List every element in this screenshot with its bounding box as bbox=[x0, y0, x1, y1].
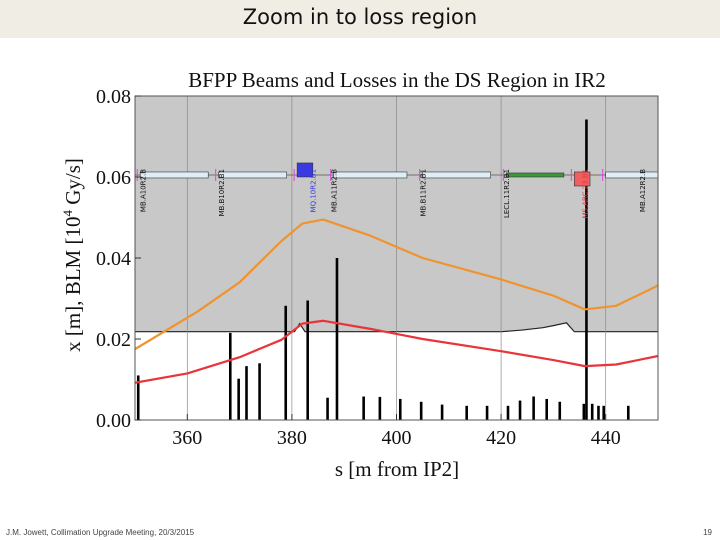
axis-ticks: 360 380 400 420 440 0.00 0.02 0.04 0.06 0.08 bbox=[96, 86, 621, 449]
beamline-element-3 bbox=[333, 171, 408, 179]
loss-bar-19 bbox=[545, 398, 549, 420]
loss-bar-16 bbox=[506, 405, 510, 420]
beamline-element-6 bbox=[574, 171, 591, 187]
beamline-element-5 bbox=[506, 172, 565, 178]
loss-bar-21 bbox=[582, 403, 586, 420]
loss-bar-9 bbox=[362, 396, 365, 420]
element-label-7: MB.A12R2.B bbox=[639, 169, 647, 212]
loss-bar-18 bbox=[532, 396, 535, 420]
beamline-element-0 bbox=[139, 171, 209, 179]
beamline-element-1 bbox=[218, 171, 287, 179]
loss-bar-1 bbox=[228, 332, 232, 420]
page-number: 19 bbox=[703, 528, 712, 537]
loss-bar-24 bbox=[597, 405, 600, 420]
element-label-1: MB.B10R2.B1 bbox=[218, 169, 226, 217]
loss-bar-11 bbox=[398, 398, 402, 420]
loss-bar-0 bbox=[136, 375, 140, 420]
element-label-3: MB.A11R2.B bbox=[330, 169, 338, 212]
title-bar bbox=[0, 0, 720, 38]
y-label-unit: Gy/s] bbox=[61, 158, 85, 210]
beamline-element-4 bbox=[422, 171, 491, 179]
x-tick-label-0: 360 bbox=[172, 427, 202, 449]
loss-bar-12 bbox=[419, 401, 423, 420]
series-line-1 bbox=[134, 319, 659, 384]
y-tick-label-4: 0.08 bbox=[96, 86, 131, 108]
x-tick-label-4: 440 bbox=[591, 427, 621, 449]
loss-bar-17 bbox=[518, 400, 522, 420]
loss-bar-3 bbox=[245, 366, 248, 420]
loss-bar-10 bbox=[378, 396, 382, 420]
y-label-exponent: 4 bbox=[60, 210, 75, 217]
element-label-0: MB.A10R2.B bbox=[139, 169, 147, 212]
loss-bar-5 bbox=[284, 305, 288, 420]
loss-bar-26 bbox=[626, 405, 630, 420]
element-label-4: MB.B11R2.B1 bbox=[419, 169, 427, 217]
element-label-6: MS.ARC.23.B1 bbox=[581, 169, 589, 219]
footer-credit: J.M. Jowett, Collimation Upgrade Meeting… bbox=[6, 528, 195, 537]
beamline-elements: MB.A10R2.B MB.B10R2.B1 MQ.10R2.B1 MB.A11R2.… bbox=[135, 162, 659, 219]
x-tick-label-3: 420 bbox=[486, 427, 516, 449]
y-tick-label-1: 0.02 bbox=[96, 329, 131, 351]
loss-bar-7 bbox=[326, 397, 329, 420]
beamline-element-2 bbox=[296, 162, 314, 178]
y-label-main: x [m], BLM [10 bbox=[61, 217, 85, 352]
loss-bar-25 bbox=[602, 405, 606, 420]
loss-bar-15 bbox=[485, 405, 489, 420]
y-tick-label-2: 0.04 bbox=[96, 248, 131, 270]
chart-title: BFPP Beams and Losses in the DS Region i… bbox=[188, 68, 606, 92]
x-axis-label: s [m from IP2] bbox=[335, 457, 459, 481]
loss-bar-23 bbox=[590, 403, 594, 420]
loss-bar-6 bbox=[306, 300, 309, 420]
loss-bar-13 bbox=[440, 404, 444, 420]
series-line-0 bbox=[134, 218, 659, 351]
beam-envelopes bbox=[134, 218, 659, 384]
y-tick-label-0: 0.00 bbox=[96, 410, 131, 432]
loss-bar-2 bbox=[237, 378, 240, 420]
loss-bars bbox=[136, 119, 630, 421]
loss-bar-8 bbox=[335, 258, 339, 420]
y-axis-label: x [m], BLM [104 Gy/s] bbox=[60, 158, 85, 352]
loss-bar-4 bbox=[258, 363, 261, 420]
slide-title: Zoom in to loss region bbox=[242, 5, 478, 29]
x-tick-label-2: 400 bbox=[382, 427, 412, 449]
y-tick-label-3: 0.06 bbox=[96, 167, 131, 189]
beamline-element-7 bbox=[605, 171, 659, 179]
element-label-5: LECL.11R2.B1 bbox=[503, 169, 511, 218]
loss-bar-14 bbox=[465, 405, 468, 420]
element-label-2: MQ.10R2.B1 bbox=[309, 169, 317, 212]
loss-bar-22 bbox=[585, 119, 588, 421]
x-tick-label-1: 380 bbox=[277, 427, 307, 449]
loss-bar-20 bbox=[558, 401, 562, 420]
